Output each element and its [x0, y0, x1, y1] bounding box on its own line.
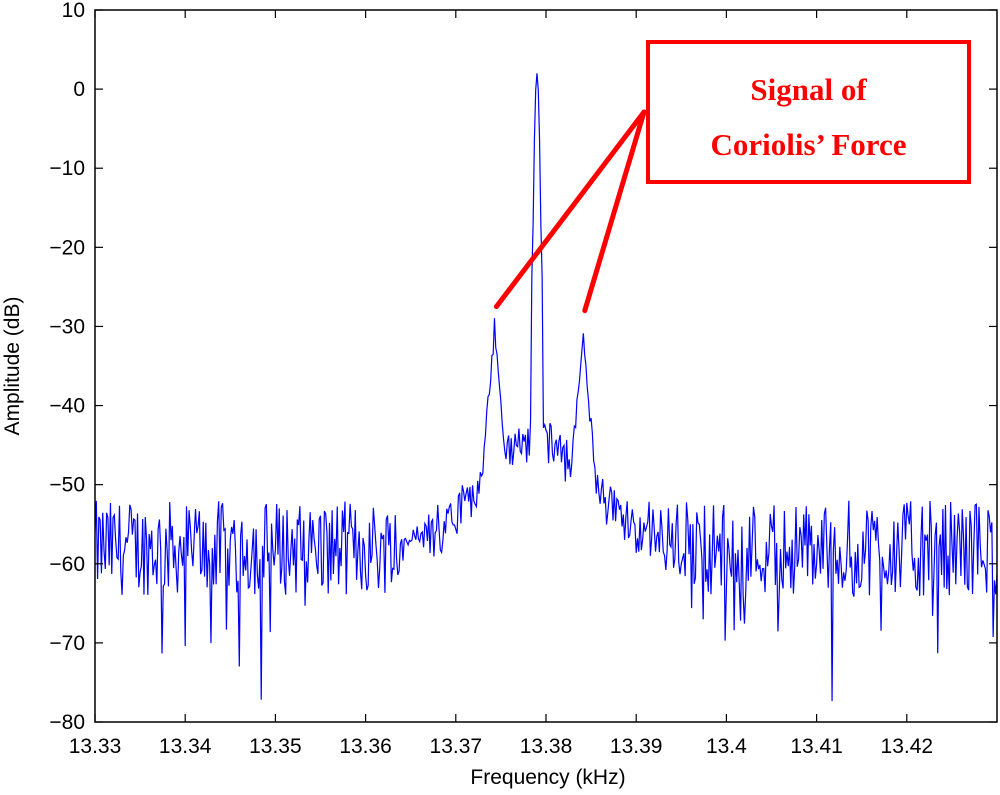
- y-tick-label: −70: [49, 632, 85, 655]
- x-tick-label: 13.37: [430, 735, 483, 758]
- x-tick-label: 13.39: [610, 735, 663, 758]
- y-tick-label: −50: [49, 474, 85, 497]
- y-tick-label: −40: [49, 395, 85, 418]
- x-tick-label: 13.34: [159, 735, 212, 758]
- y-tick-label: 0: [73, 78, 85, 101]
- x-tick-label: 13.4: [706, 735, 747, 758]
- y-tick-label: −80: [49, 711, 85, 734]
- x-tick-label: 13.38: [520, 735, 573, 758]
- y-tick-label: −10: [49, 157, 85, 180]
- y-tick-label: 10: [62, 0, 85, 22]
- annotation-box: [646, 40, 971, 184]
- x-tick-label: 13.36: [339, 735, 392, 758]
- x-tick-label: 13.42: [881, 735, 934, 758]
- annotation-text: Coriolis’ Force: [711, 127, 907, 162]
- x-tick-label: 13.33: [69, 735, 122, 758]
- x-tick-label: 13.35: [249, 735, 302, 758]
- x-axis-label: Frequency (kHz): [470, 766, 625, 789]
- annotation-pointer-line: [493, 109, 647, 310]
- y-axis-label: Amplitude (dB): [1, 297, 24, 436]
- annotation-pointer-line: [582, 109, 647, 314]
- x-tick-label: 13.41: [790, 735, 843, 758]
- y-tick-label: −30: [49, 315, 85, 338]
- y-tick-label: −60: [49, 553, 85, 576]
- spectrum-series-line: [95, 73, 997, 702]
- annotation-text: Signal of: [750, 72, 867, 107]
- y-tick-label: −20: [49, 236, 85, 259]
